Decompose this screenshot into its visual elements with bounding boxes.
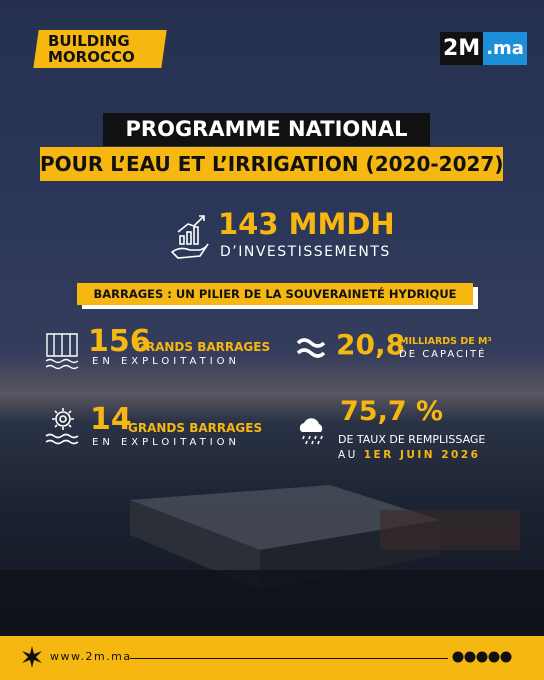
channel-main: 2M [440, 32, 484, 65]
stat-sublabel-row: AU 1ER JUIN 2026 [338, 449, 480, 461]
gear-water-icon [45, 408, 79, 445]
banner: BARRAGES : UN PILIER DE LA SOUVERAINETÉ … [77, 283, 473, 305]
stat-label: GRANDS BARRAGES [128, 421, 263, 435]
stat-label: GRANDS BARRAGES [136, 340, 271, 354]
stat-sublabel: 1ER JUIN 2026 [363, 449, 481, 461]
background-scene [0, 485, 544, 636]
title-line: POUR L’EAU ET L’IRRIGATION (2020-2027) [40, 147, 503, 181]
investment-label: D’INVESTISSEMENTS [220, 244, 391, 260]
channel-suffix: .ma [483, 32, 527, 65]
stat-value: 20,8 [336, 328, 406, 361]
stat-value: 14 [90, 402, 132, 437]
title-line: PROGRAMME NATIONAL [103, 113, 430, 146]
stat-value: 75,7 % [340, 396, 444, 427]
investment-value: 143 MMDH [218, 207, 395, 241]
footer-website[interactable]: www.2m.ma [50, 650, 132, 663]
footer-emblem [22, 646, 42, 668]
stat-sublabel: DE CAPACITÉ [399, 349, 487, 360]
social-icons[interactable] [452, 650, 516, 664]
rain-icon [299, 418, 323, 445]
stat-label: DE TAUX DE REMPLISSAGE [338, 433, 486, 446]
stat-sublabel: EN EXPLOITATION [92, 437, 241, 448]
dam-icon [45, 333, 79, 370]
approx-icon [296, 338, 326, 358]
brand-line: MOROCCO [48, 48, 135, 66]
brand-line: BUILDING [48, 32, 130, 50]
stat-sublabel: EN EXPLOITATION [92, 356, 241, 367]
investment-icon [170, 215, 209, 259]
stat-value: 156 [88, 324, 151, 359]
stat-label: MILLIARDS DE M³ [399, 336, 492, 347]
footer-rule [130, 658, 448, 659]
channel-logo: 2M .ma [440, 32, 527, 65]
stat-sublabel-prefix: AU [338, 449, 358, 461]
brand-logo-text: BUILDING MOROCCO [48, 33, 135, 65]
